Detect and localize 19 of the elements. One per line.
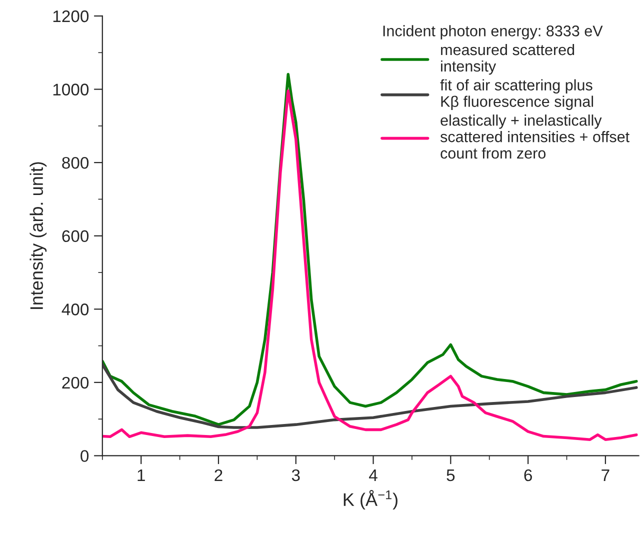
x-tick-label: 6 <box>524 469 532 482</box>
x-tick-label: 4 <box>369 470 378 481</box>
legend-label: elastically + inelastically scattered intensities + offset count from zero <box>440 114 630 159</box>
y-tick-label: 800 <box>62 156 89 169</box>
y-axis-title: Intensity (arb. unit) <box>30 162 47 309</box>
line-series <box>102 363 638 429</box>
x-tick-label: 2 <box>214 469 222 481</box>
x-tick-label: 5 <box>446 470 455 482</box>
y-tick-label: 1200 <box>53 10 89 22</box>
x-tick-label: 7 <box>602 470 610 481</box>
y-tick-label: 200 <box>62 376 89 389</box>
x-tick-label: 3 <box>292 469 300 482</box>
y-tick-label: 400 <box>62 304 89 316</box>
y-tick-label: 600 <box>62 230 89 242</box>
y-tick-label: 1000 <box>53 84 89 96</box>
y-tick-label: 0 <box>80 450 89 462</box>
legend-title: Incident photon energy: 8333 eV <box>383 25 603 40</box>
x-tick-label: 1 <box>138 470 145 481</box>
x-axis-title: K (Å$^{−1}$) <box>344 490 398 510</box>
